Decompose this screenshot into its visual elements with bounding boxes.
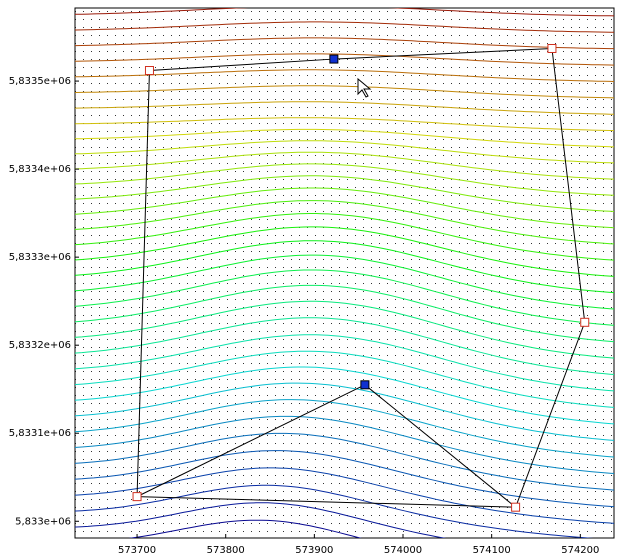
contour-line xyxy=(75,128,614,148)
marks: 573700 573800 573900 574000 574100 574200 5,83… xyxy=(9,43,599,556)
contour-line xyxy=(75,21,614,33)
vertex xyxy=(144,66,154,76)
contour-line xyxy=(75,200,614,245)
contour-line xyxy=(75,213,614,261)
contour-line xyxy=(75,415,614,475)
contour-line xyxy=(75,484,594,538)
contour-line xyxy=(75,117,614,132)
control-point xyxy=(360,380,370,390)
contour-line xyxy=(75,37,614,50)
contour-line xyxy=(75,317,614,376)
edge xyxy=(515,322,586,508)
edge xyxy=(333,47,552,60)
contour-line xyxy=(75,269,614,326)
contour-line xyxy=(75,382,614,441)
control-point xyxy=(329,54,339,64)
contour-line xyxy=(75,467,614,524)
plot-area xyxy=(74,7,615,539)
edge xyxy=(136,384,366,498)
contour-line xyxy=(75,350,614,408)
y-tick-label: 5,8332e+06 xyxy=(9,340,71,351)
contour-line xyxy=(75,151,614,180)
vertex xyxy=(580,317,590,327)
contour-line xyxy=(75,101,614,115)
x-tick-label: 574100 xyxy=(473,545,511,556)
contour-line xyxy=(75,140,614,164)
x-tick-label: 573800 xyxy=(207,545,245,556)
contour-line xyxy=(75,399,614,458)
contour-line xyxy=(75,450,614,508)
x-tick-label: 574200 xyxy=(561,545,599,556)
contour-line xyxy=(75,8,614,17)
x-tick-label: 574000 xyxy=(384,545,422,556)
contour-line xyxy=(75,226,614,277)
contour-line xyxy=(128,519,362,538)
contour-line xyxy=(75,254,614,310)
y-tick-label: 5,8331e+06 xyxy=(9,428,71,439)
y-tick-label: 5,833e+06 xyxy=(15,516,71,527)
vertex xyxy=(511,502,521,512)
edge xyxy=(136,70,150,497)
contour-line xyxy=(75,187,614,229)
edge xyxy=(149,58,334,72)
contour-line xyxy=(75,432,614,491)
y-tick-label: 5,8333e+06 xyxy=(9,252,71,263)
vertex xyxy=(547,43,557,53)
contour-line xyxy=(75,69,614,82)
contours xyxy=(75,8,614,538)
x-tick-label: 573900 xyxy=(295,545,333,556)
contour-line xyxy=(75,175,614,213)
edge xyxy=(137,496,516,508)
edge xyxy=(364,384,516,508)
contour-line xyxy=(75,163,614,196)
vertex xyxy=(132,492,142,502)
contour-line xyxy=(75,502,447,538)
contour-line xyxy=(75,53,614,66)
y-tick-label: 5,8335e+06 xyxy=(9,76,71,87)
y-tick-label: 5,8334e+06 xyxy=(9,164,71,175)
contour-line xyxy=(75,85,614,99)
x-tick-label: 573700 xyxy=(118,545,156,556)
edge xyxy=(551,48,586,323)
contour-line xyxy=(75,284,614,343)
cursor xyxy=(357,77,372,98)
contour-line xyxy=(75,240,614,294)
contour-line xyxy=(75,366,614,425)
contour-line xyxy=(75,334,614,392)
contour-line xyxy=(75,300,614,359)
